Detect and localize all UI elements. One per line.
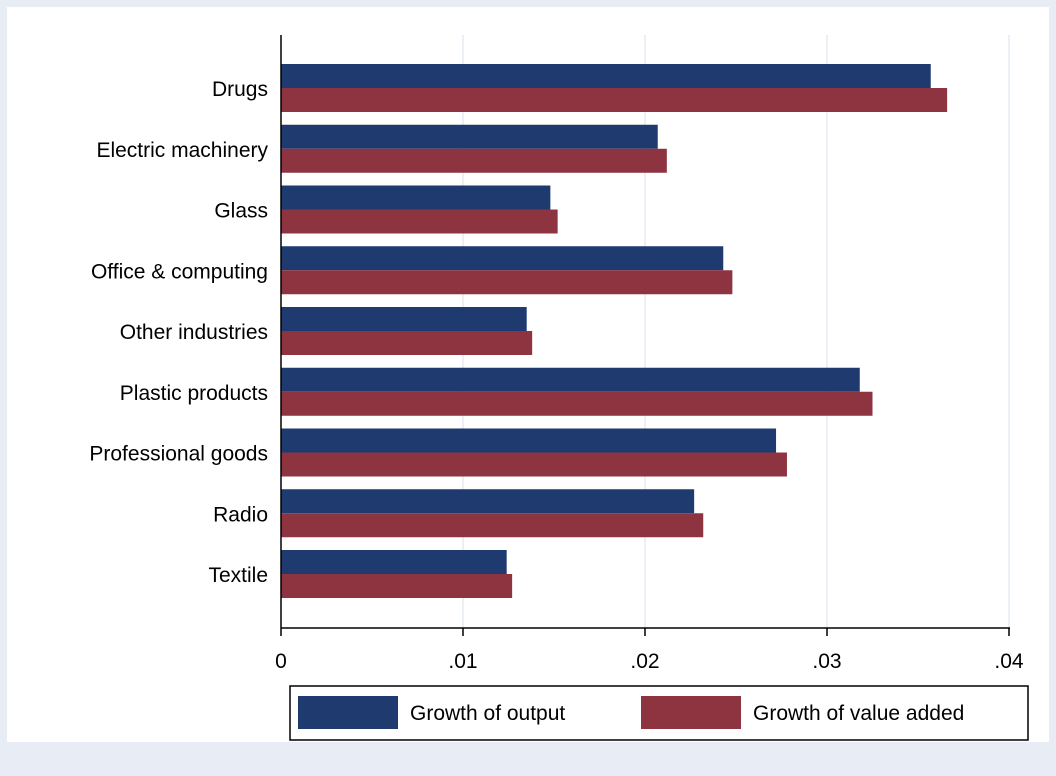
legend-label: Growth of value added — [753, 702, 964, 725]
category-label: Plastic products — [120, 382, 268, 405]
category-label: Office & computing — [91, 260, 268, 283]
x-tick-label: .01 — [448, 650, 477, 673]
bar-value-added — [281, 88, 948, 112]
bar-output — [281, 185, 551, 210]
x-tick-label: .04 — [994, 650, 1024, 673]
axes — [280, 35, 1010, 636]
bar-value-added — [281, 574, 513, 598]
x-tick-label: 0 — [275, 650, 287, 673]
bar-output — [281, 124, 658, 149]
bar-value-added — [281, 148, 667, 173]
bar-output — [281, 367, 860, 392]
category-label: Glass — [214, 200, 268, 223]
category-label: Professional goods — [89, 443, 268, 466]
bar-value-added — [281, 331, 533, 355]
legend: Growth of output Growth of value added — [289, 685, 1029, 741]
bar-value-added — [281, 270, 733, 295]
category-label: Radio — [213, 503, 268, 526]
x-tick-label: .02 — [630, 650, 659, 673]
x-tick-label: .03 — [812, 650, 841, 673]
bar-output — [281, 489, 695, 514]
bar-value-added — [281, 391, 873, 416]
bars — [281, 64, 948, 598]
legend-swatch — [298, 696, 398, 729]
legend-swatch — [641, 696, 741, 729]
bar-output — [281, 307, 527, 331]
bar-output — [281, 550, 507, 574]
category-labels: Drugs Electric machinery Glass Office & com… — [89, 78, 268, 587]
category-label: Other industries — [120, 321, 268, 344]
bar-output — [281, 246, 724, 271]
bar-output — [281, 64, 931, 88]
bar-output — [281, 428, 777, 453]
bar-value-added — [281, 513, 704, 538]
category-label: Electric machinery — [96, 139, 268, 162]
x-tick-labels: 0 .01 .02 .03 .04 — [275, 650, 1024, 673]
category-label: Drugs — [212, 78, 268, 101]
bar-value-added — [281, 209, 558, 234]
category-label: Textile — [208, 564, 268, 587]
legend-label: Growth of output — [410, 702, 565, 725]
bar-value-added — [281, 452, 787, 477]
